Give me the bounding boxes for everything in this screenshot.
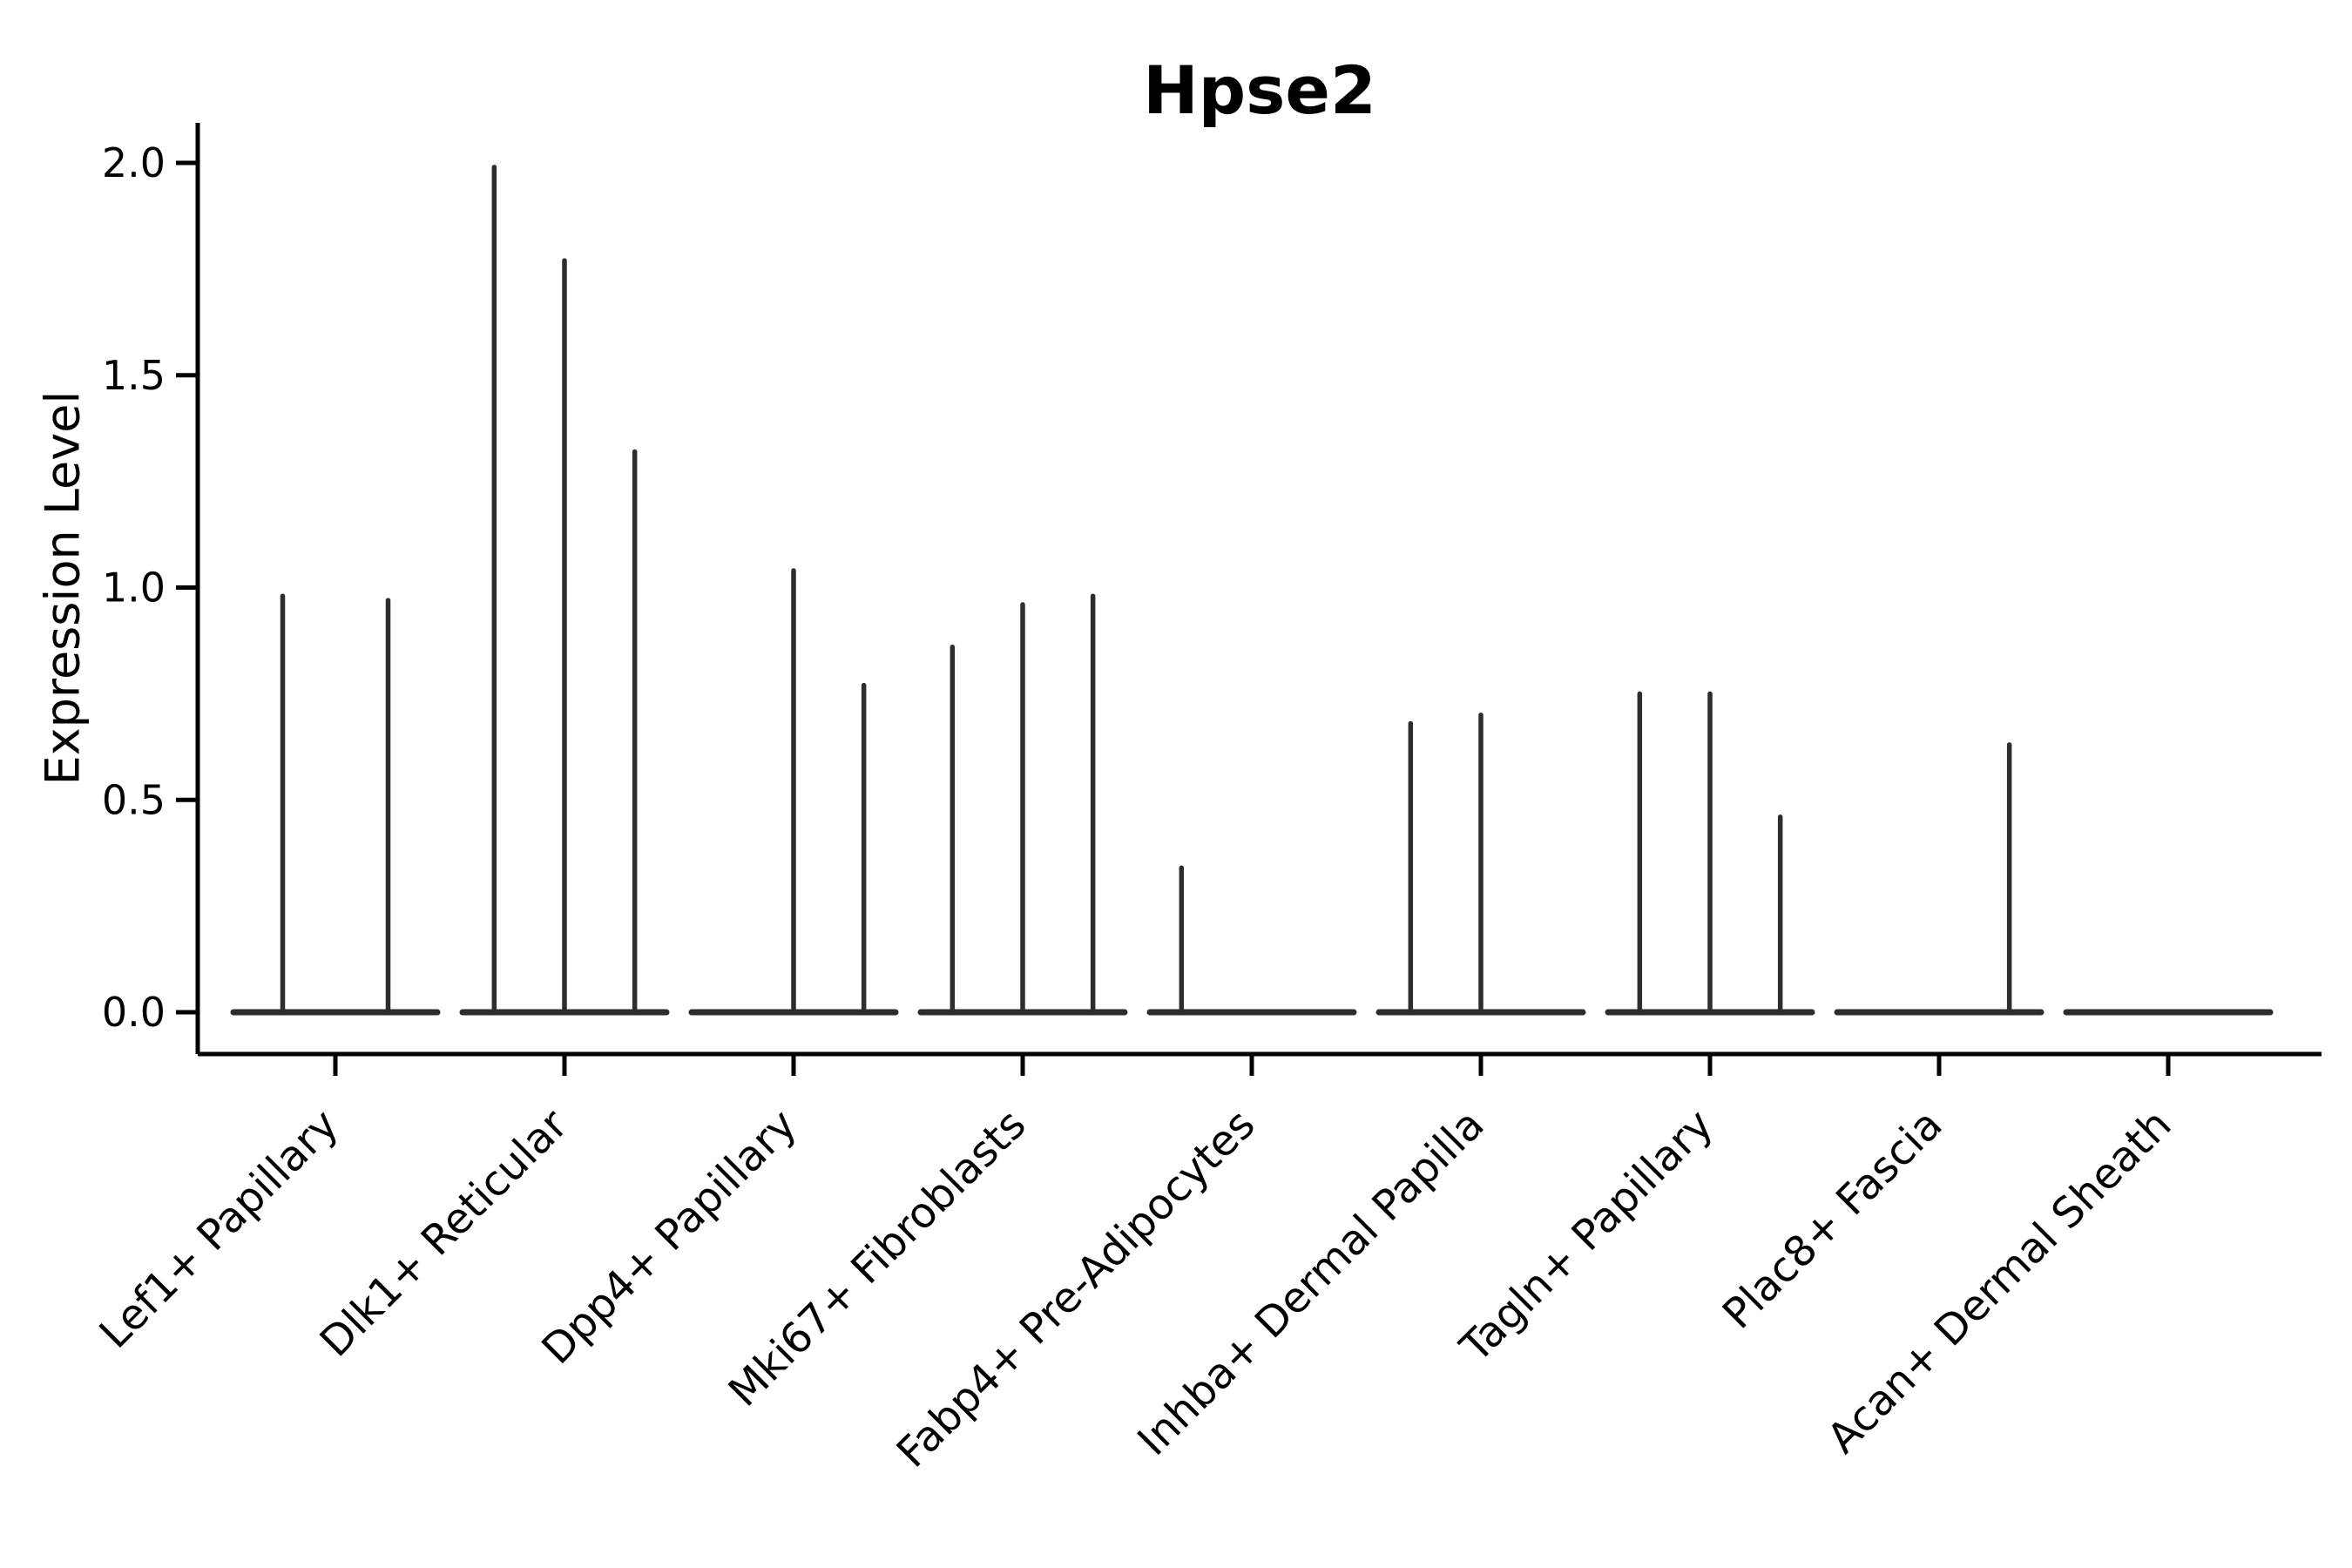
x-tick-label: Dpp4+ Papillary bbox=[532, 1100, 806, 1374]
y-tick-label: 2.0 bbox=[102, 139, 166, 186]
y-tick-label: 0.5 bbox=[102, 776, 166, 823]
x-tick-label: Dlk1+ Reticular bbox=[311, 1100, 578, 1367]
y-tick-label: 1.0 bbox=[102, 564, 166, 612]
x-tick-label: Tagln+ Papillary bbox=[1450, 1100, 1722, 1372]
x-tick-label: Plac8+ Fascia bbox=[1713, 1100, 1952, 1339]
y-tick-label: 0.0 bbox=[102, 989, 166, 1036]
y-tick-label: 1.5 bbox=[102, 352, 166, 399]
chart-title: Hpse2 bbox=[1143, 51, 1376, 129]
x-tick-label: Lef1+ Papillary bbox=[91, 1100, 348, 1358]
